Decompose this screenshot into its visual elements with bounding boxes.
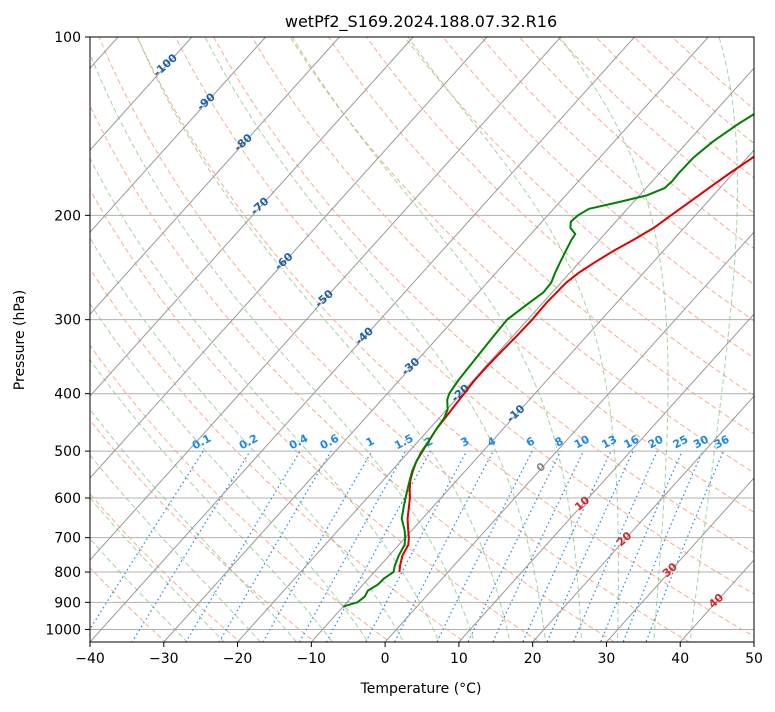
x-axis-label: Temperature (°C) <box>360 681 482 697</box>
x-tick-label: −40 <box>75 651 105 667</box>
y-tick-label: 400 <box>54 387 81 403</box>
x-tick-label: 20 <box>524 651 542 667</box>
y-tick-label: 300 <box>54 313 81 329</box>
x-tick-label: 30 <box>598 651 616 667</box>
x-tick-label: 0 <box>381 651 390 667</box>
x-tick-label: 40 <box>671 651 689 667</box>
chart-title: wetPf2_S169.2024.188.07.32.R16 <box>285 12 557 32</box>
y-tick-label: 100 <box>54 30 81 46</box>
y-axis-label: Pressure (hPa) <box>12 290 28 390</box>
y-tick-label: 700 <box>54 531 81 547</box>
x-tick-label: 50 <box>745 651 763 667</box>
y-tick-label: 500 <box>54 444 81 460</box>
y-tick-label: 1000 <box>45 622 81 638</box>
x-tick-label: −20 <box>223 651 253 667</box>
x-tick-label: −10 <box>297 651 327 667</box>
x-tick-label: 10 <box>450 651 468 667</box>
y-tick-label: 800 <box>54 565 81 581</box>
y-tick-label: 600 <box>54 491 81 507</box>
y-tick-label: 200 <box>54 208 81 224</box>
y-tick-label: 900 <box>54 595 81 611</box>
x-tick-label: −30 <box>149 651 179 667</box>
